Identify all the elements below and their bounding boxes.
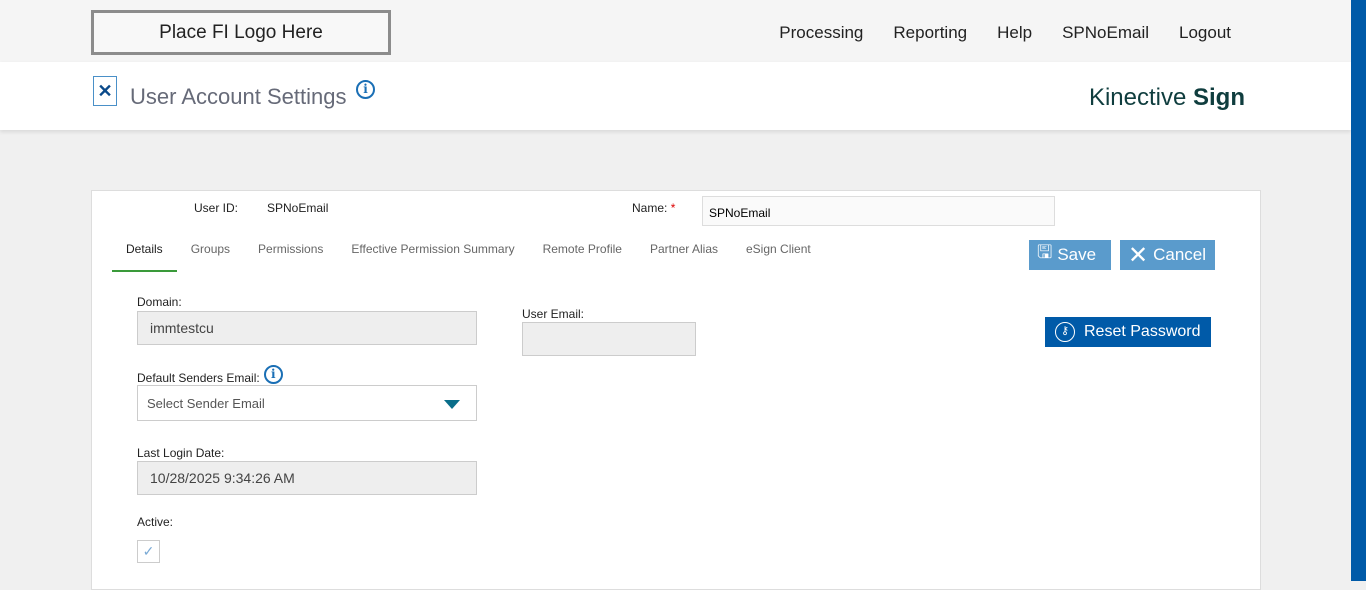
domain-label: Domain: [137, 295, 182, 309]
tab-permissions[interactable]: Permissions [258, 242, 324, 256]
last-login-field: 10/28/2025 9:34:26 AM [137, 461, 477, 495]
page-title: User Account Settings [130, 84, 347, 109]
settings-card: User ID: SPNoEmail Name: * SPNoEmail Det… [91, 190, 1261, 590]
name-label: Name: * [632, 201, 675, 215]
nav-reporting[interactable]: Reporting [893, 23, 968, 42]
fi-logo-placeholder: Place FI Logo Here [91, 10, 391, 55]
nav-logout[interactable]: Logout [1179, 23, 1231, 42]
reset-password-button[interactable]: ⚷ Reset Password [1045, 317, 1211, 347]
tab-partner-alias[interactable]: Partner Alias [649, 242, 718, 256]
sender-email-select[interactable]: Select Sender Email [137, 385, 477, 421]
floppy-disk-icon: 🖫 [1037, 242, 1053, 262]
tab-esign-client[interactable]: eSign Client [746, 242, 811, 256]
info-icon[interactable]: i [263, 364, 283, 384]
nav-user[interactable]: SPNoEmail [1062, 23, 1149, 42]
tab-effective-permission-summary[interactable]: Effective Permission Summary [351, 242, 515, 256]
close-icon: ✕ [1128, 241, 1149, 269]
chevron-down-icon [444, 400, 460, 409]
scrollbar[interactable] [1351, 0, 1366, 581]
nav-processing[interactable]: Processing [779, 23, 864, 42]
user-email-field[interactable] [522, 322, 696, 356]
required-marker: * [670, 201, 676, 215]
main-nav: Processing Reporting Help SPNoEmail Logo… [779, 23, 1231, 43]
brand-logo: Kinective Sign [1089, 84, 1245, 112]
settings-document-icon: ✕ [93, 76, 117, 106]
reset-label: Reset Password [1084, 323, 1201, 340]
top-bar: Place FI Logo Here Processing Reporting … [0, 0, 1351, 62]
cancel-button[interactable]: ✕ Cancel [1120, 240, 1215, 270]
last-login-label: Last Login Date: [137, 446, 225, 460]
brand-bold: Sign [1193, 84, 1245, 111]
info-icon[interactable]: i [356, 80, 375, 99]
sender-placeholder: Select Sender Email [147, 396, 265, 411]
brand-light: Kinective [1088, 84, 1193, 111]
active-label: Active: [137, 515, 174, 529]
sender-label: Default Senders Email: i [137, 363, 283, 385]
tab-bar: Details Groups Permissions Effective Per… [112, 235, 825, 272]
domain-field: immtestcu [137, 311, 477, 345]
user-id-value: SPNoEmail [267, 201, 329, 215]
key-icon: ⚷ [1055, 322, 1075, 342]
tab-details[interactable]: Details [112, 235, 177, 272]
user-email-label: User Email: [522, 307, 585, 321]
active-checkbox[interactable]: ✓ [137, 540, 160, 563]
tab-remote-profile[interactable]: Remote Profile [542, 242, 622, 256]
sender-label-text: Default Senders Email: [137, 371, 260, 385]
name-input[interactable]: SPNoEmail [702, 196, 1055, 226]
nav-help[interactable]: Help [997, 23, 1033, 42]
name-label-text: Name: [632, 201, 668, 215]
save-label: Save [1057, 245, 1097, 264]
cancel-label: Cancel [1153, 245, 1207, 264]
user-id-label: User ID: [194, 201, 239, 215]
save-button[interactable]: 🖫 Save [1029, 240, 1111, 270]
tab-groups[interactable]: Groups [190, 242, 231, 256]
page-header: ✕ User Account Settings i Kinective Sign [0, 62, 1351, 130]
